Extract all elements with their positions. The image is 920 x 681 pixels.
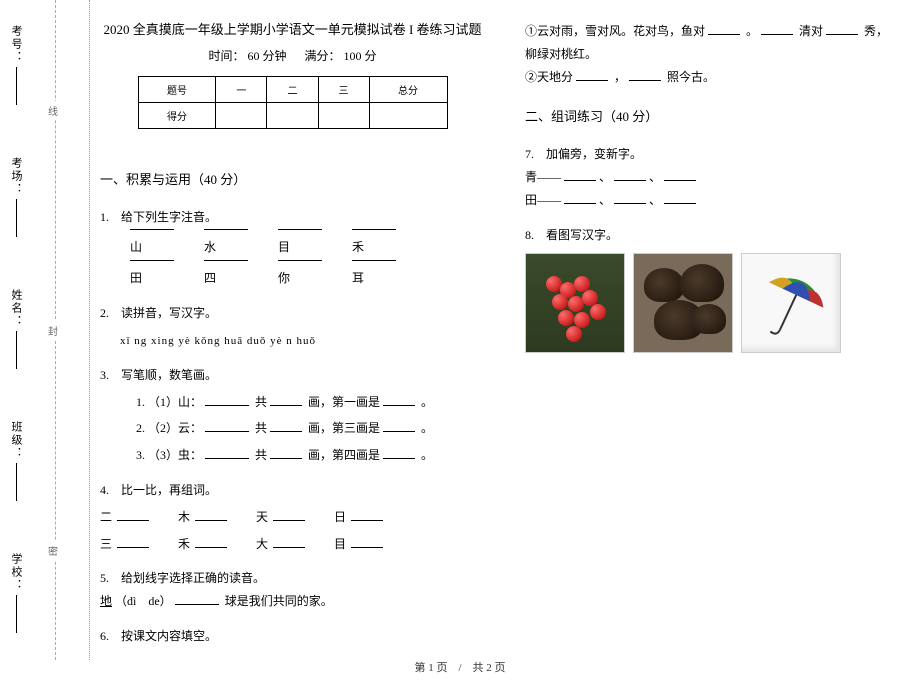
fill-line: ①云对雨，雪对风。花对鸟，鱼对 。 清对 秀， 柳绿对桃红。 <box>525 20 910 66</box>
question-label: 5. 给划线字选择正确的读音。 <box>100 567 485 590</box>
td-blank <box>369 102 447 128</box>
list-item: 3. （3）虫： 共 画，第四画是 。 <box>136 444 485 467</box>
score-label: 满分： <box>305 49 341 63</box>
section-heading: 二、组词练习（40 分） <box>525 106 910 125</box>
fill-line: ②天地分 ， 照今古。 <box>525 66 910 89</box>
question-7: 7. 加偏旁，变新字。 青——、、 田——、、 <box>525 143 910 211</box>
pair-row: 三 禾 大 目 <box>100 533 485 556</box>
question-2: 2. 读拼音，写汉字。 xǐ ng xing yè kǒng huā duǒ y… <box>100 302 485 352</box>
field-room: 考场： <box>8 157 24 240</box>
question-label: 2. 读拼音，写汉字。 <box>100 302 485 325</box>
th-col: 二 <box>267 76 318 102</box>
exam-title: 2020 全真摸底一年级上学期小学语文一单元模拟试卷 I 卷练习试题 <box>100 20 485 41</box>
radical-row: 田——、、 <box>525 189 910 212</box>
question-5: 5. 给划线字选择正确的读音。 地 （dì de） 球是我们共同的家。 <box>100 567 485 613</box>
score-table: 题号 一 二 三 总分 得分 <box>138 76 448 129</box>
question-label: 8. 看图写汉字。 <box>525 224 910 247</box>
pinyin-blank-row <box>130 229 485 230</box>
question-3: 3. 写笔顺，数笔画。 1. （1）山： 共 画，第一画是 。 2. （2）云：… <box>100 364 485 467</box>
question-4: 4. 比一比，再组词。 二 木 天 日 三 禾 大 目 <box>100 479 485 555</box>
picture-cherries <box>525 253 625 353</box>
field-school: 学校： <box>8 553 24 636</box>
seal-label: 封 <box>48 321 58 340</box>
image-row <box>525 253 910 353</box>
char-cell: 目 <box>278 236 322 259</box>
char-cell: 水 <box>204 236 248 259</box>
field-number: 考号： <box>8 25 24 108</box>
question-label: 7. 加偏旁，变新字。 <box>525 143 910 166</box>
pair-row: 二 木 天 日 <box>100 506 485 529</box>
sentence: 地 （dì de） 球是我们共同的家。 <box>100 590 485 613</box>
question-label: 3. 写笔顺，数笔画。 <box>100 364 485 387</box>
char-cell: 田 <box>130 267 174 290</box>
page-footer: 第 1 页 / 共 2 页 <box>0 659 920 675</box>
th-col: 一 <box>216 76 267 102</box>
picture-umbrella <box>741 253 841 353</box>
seal-line-labels: 线 封 密 <box>48 0 58 660</box>
umbrella-icon <box>742 254 841 353</box>
list-item: 1. （1）山： 共 画，第一画是 。 <box>136 391 485 414</box>
score-value: 100 分 <box>344 49 377 63</box>
field-name: 姓名： <box>8 289 24 372</box>
th-col: 三 <box>318 76 369 102</box>
picture-fungus <box>633 253 733 353</box>
question-label: 6. 按课文内容填空。 <box>100 625 485 648</box>
char-cell: 山 <box>130 236 174 259</box>
page-content: 2020 全真摸底一年级上学期小学语文一单元模拟试卷 I 卷练习试题 时间： 6… <box>100 20 910 660</box>
char-row: 田 四 你 耳 <box>130 267 485 290</box>
list-item: 2. （2）云： 共 画，第三画是 。 <box>136 417 485 440</box>
table-row: 题号 一 二 三 总分 <box>138 76 447 102</box>
char-row: 山 水 目 禾 <box>130 236 485 259</box>
td-label: 得分 <box>138 102 216 128</box>
question-label: 1. 给下列生字注音。 <box>100 206 485 229</box>
seal-label: 密 <box>48 541 58 560</box>
field-class: 班级： <box>8 421 24 504</box>
char-cell: 四 <box>204 267 248 290</box>
table-row: 得分 <box>138 102 447 128</box>
pinyin-text: xǐ ng xing yè kǒng huā duǒ yè n huǒ <box>120 331 485 352</box>
char-cell: 你 <box>278 267 322 290</box>
td-blank <box>267 102 318 128</box>
binding-margin: 学校： 班级： 姓名： 考场： 考号： 线 封 密 <box>0 0 90 660</box>
pinyin-blank-row <box>130 260 485 261</box>
char-cell: 耳 <box>352 267 396 290</box>
question-8: 8. 看图写汉字。 <box>525 224 910 353</box>
time-value: 60 分钟 <box>247 49 286 63</box>
radical-row: 青——、、 <box>525 166 910 189</box>
question-1: 1. 给下列生字注音。 山 水 目 禾 田 四 你 耳 <box>100 206 485 290</box>
binding-fields: 学校： 班级： 姓名： 考场： 考号： <box>8 0 24 660</box>
sub-list: 1. （1）山： 共 画，第一画是 。 2. （2）云： 共 画，第三画是 。 … <box>136 391 485 467</box>
th-label: 题号 <box>138 76 216 102</box>
exam-meta: 时间： 60 分钟 满分： 100 分 <box>100 47 485 64</box>
char-cell: 禾 <box>352 236 396 259</box>
question-label: 4. 比一比，再组词。 <box>100 479 485 502</box>
th-total: 总分 <box>369 76 447 102</box>
underlined-char: 地 <box>100 594 112 608</box>
time-label: 时间： <box>208 49 244 63</box>
section-heading: 一、积累与运用（40 分） <box>100 169 485 188</box>
td-blank <box>216 102 267 128</box>
seal-label: 线 <box>48 101 58 120</box>
td-blank <box>318 102 369 128</box>
